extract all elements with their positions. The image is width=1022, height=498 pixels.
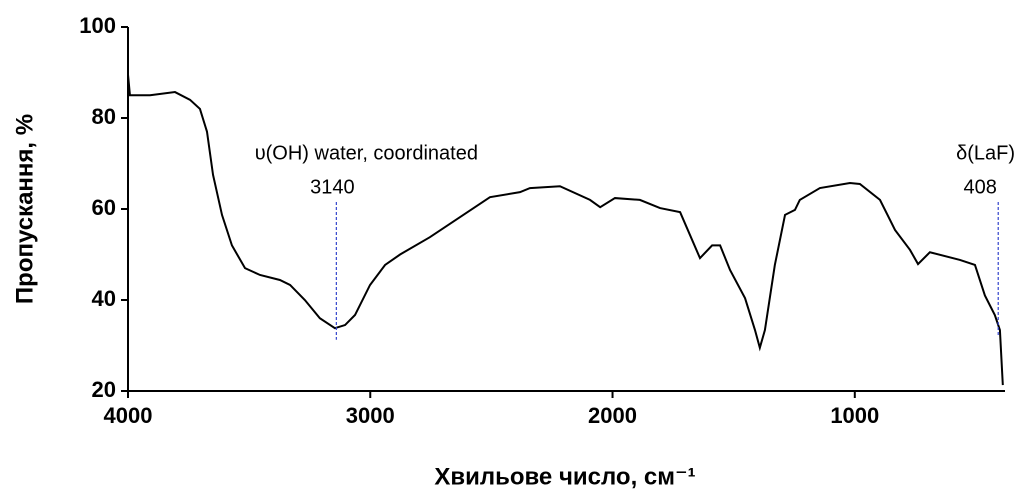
annotation-text: υ(OH) water, coordinated — [255, 142, 478, 164]
x-tick-label: 4000 — [104, 403, 153, 428]
y-axis-label: Пропускання, % — [11, 114, 38, 304]
x-tick-label: 2000 — [588, 403, 637, 428]
annotation-label: 408 — [964, 176, 997, 198]
annotation-text: δ(LaF) — [956, 142, 1015, 164]
spectrum-line — [127, 74, 1004, 386]
x-tick-label: 3000 — [346, 403, 395, 428]
y-tick-label: 80 — [92, 104, 116, 129]
annotation-label: 3140 — [310, 176, 355, 198]
y-tick-label: 60 — [92, 195, 116, 220]
y-tick-label: 40 — [92, 286, 116, 311]
x-tick-label: 1000 — [830, 403, 879, 428]
y-tick-label: 100 — [79, 13, 116, 38]
x-axis-label: Хвильове число, см⁻¹ — [434, 463, 695, 490]
y-tick-label: 20 — [92, 377, 116, 402]
